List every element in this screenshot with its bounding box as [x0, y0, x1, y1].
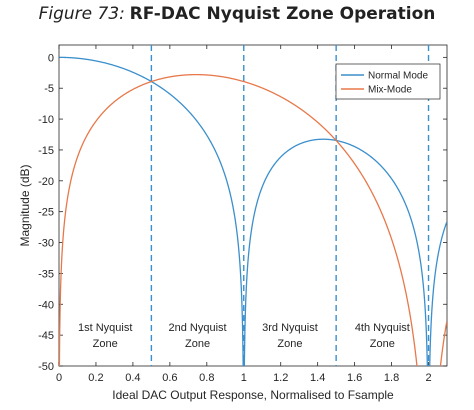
zone-label-line1: 1st Nyquist: [78, 322, 132, 334]
x-tick-label: 0.2: [88, 372, 103, 384]
x-tick-label: 1.4: [310, 372, 325, 384]
y-tick-label: 0: [48, 52, 54, 64]
y-tick-label: -20: [38, 176, 54, 188]
x-tick-label: 1.6: [347, 372, 362, 384]
y-tick-label: -25: [38, 207, 54, 219]
y-tick-label: -40: [38, 299, 54, 311]
x-tick-label: 0.8: [199, 372, 214, 384]
series-line-mix-mode: [59, 73, 447, 366]
y-tick-label: -45: [38, 330, 54, 342]
legend-box: [335, 63, 441, 100]
x-axis-label: Ideal DAC Output Response, Normalised to…: [112, 388, 394, 402]
zone-label-line2: Zone: [185, 338, 210, 350]
figure-title: Figure 73: RF-DAC Nyquist Zone Operation: [0, 4, 474, 30]
figure-label: Figure 73:: [38, 4, 125, 24]
x-tick-label: 1.8: [384, 372, 399, 384]
series-line-normal-mode: [59, 56, 447, 366]
zone-label-line1: 4th Nyquist: [355, 322, 410, 334]
zone-label-line2: Zone: [93, 338, 118, 350]
y-tick-label: -10: [38, 114, 54, 126]
zone-label-line1: 3rd Nyquist: [262, 322, 318, 334]
legend-label: Mix-Mode: [368, 85, 412, 96]
zone-label-line1: 2nd Nyquist: [169, 322, 227, 334]
figure-title-text: RF-DAC Nyquist Zone Operation: [129, 4, 436, 24]
x-tick-label: 1.2: [273, 372, 288, 384]
y-tick-label: -5: [44, 83, 54, 95]
y-tick-label: -50: [38, 361, 54, 373]
legend-label: Normal Mode: [368, 71, 428, 82]
zone-label-line2: Zone: [370, 338, 395, 350]
x-tick-label: 0: [56, 372, 62, 384]
x-tick-label: 0.4: [125, 372, 140, 384]
x-tick-label: 1: [241, 372, 247, 384]
zone-label-line2: Zone: [277, 338, 302, 350]
y-tick-label: -35: [38, 268, 54, 280]
y-axis-label: Magnitude (dB): [18, 164, 32, 246]
x-tick-label: 0.6: [162, 372, 177, 384]
y-tick-label: -30: [38, 238, 54, 250]
y-tick-label: -15: [38, 145, 54, 157]
x-tick-label: 2: [425, 372, 431, 384]
